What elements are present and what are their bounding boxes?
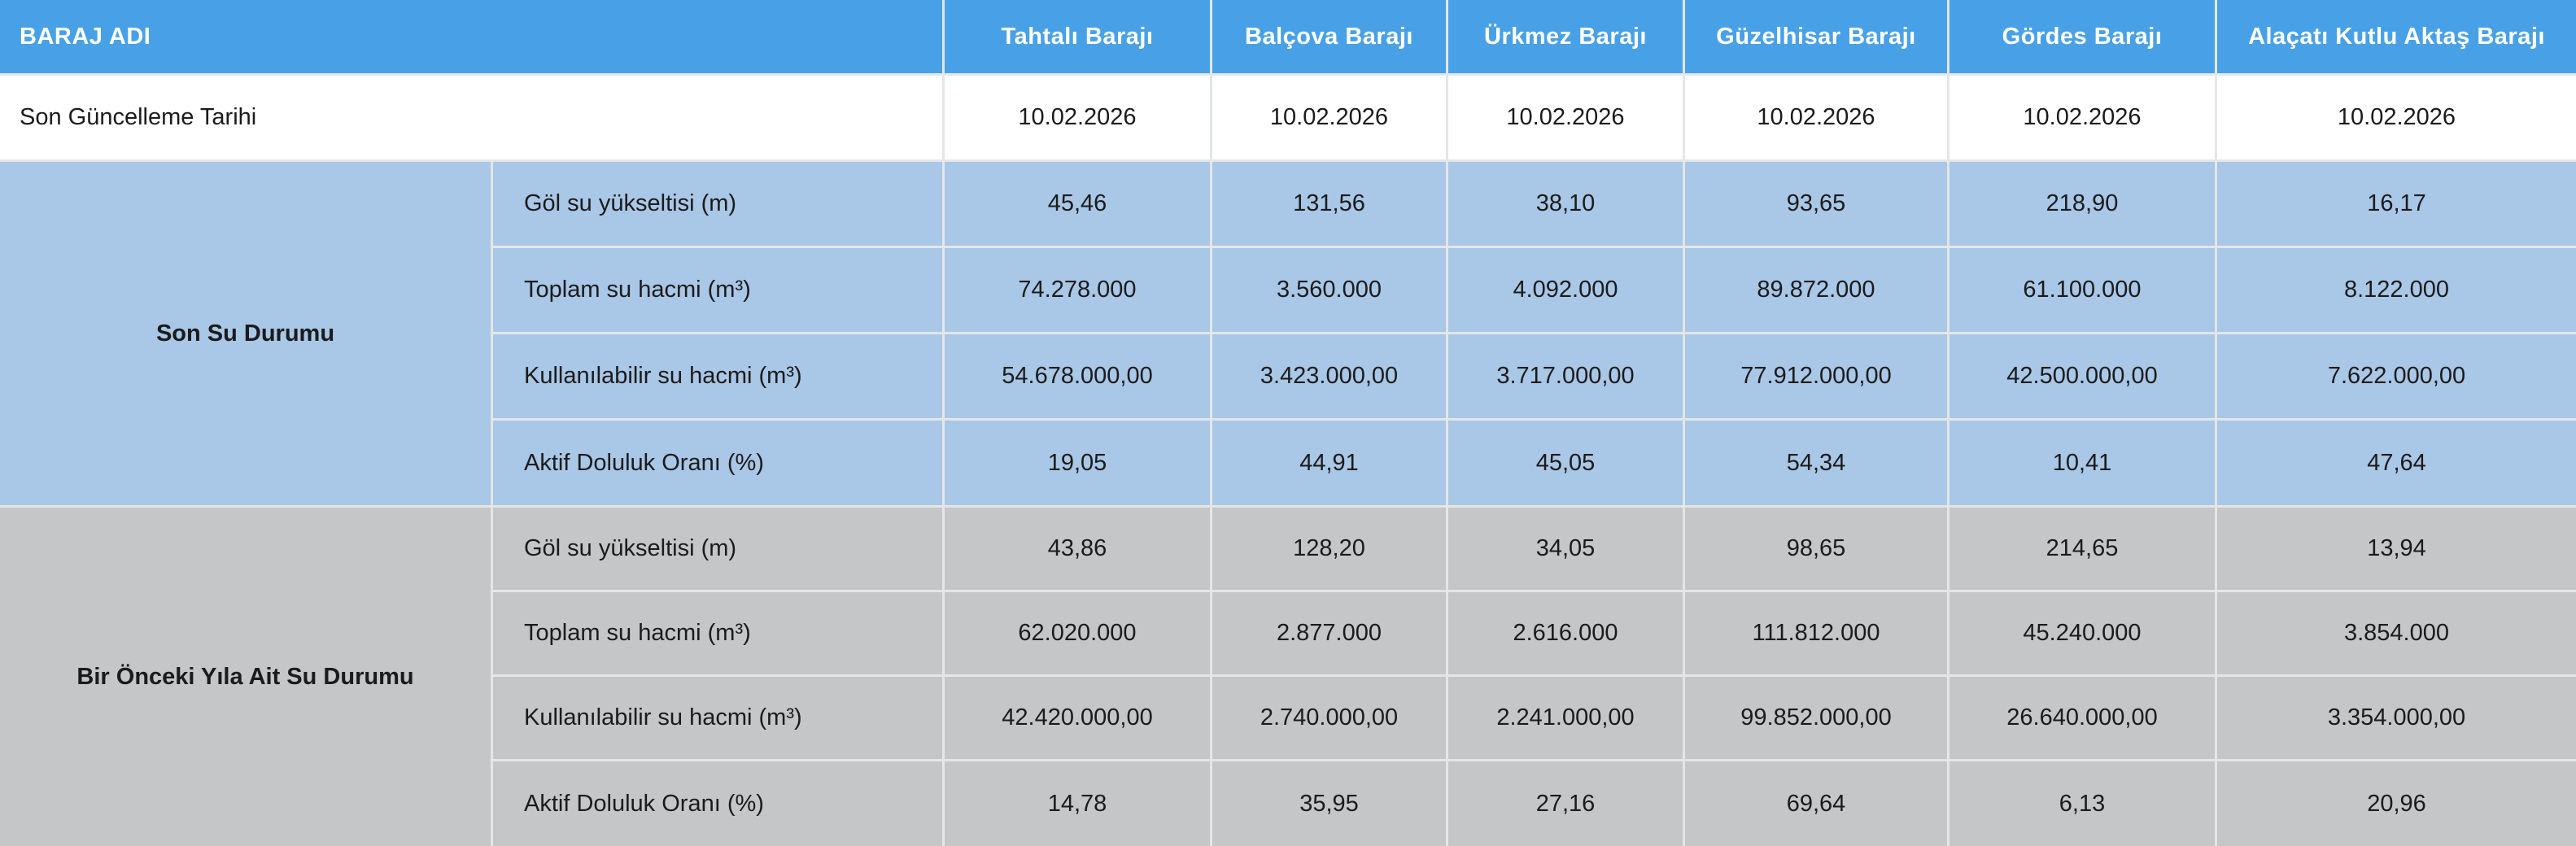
row-label-toplam-su-hacmi: Toplam su hacmi (m³) bbox=[493, 592, 942, 674]
update-date-label: Son Güncelleme Tarihi bbox=[0, 76, 942, 159]
value-cell: 47,64 bbox=[2217, 421, 2576, 505]
value-cell: 45,05 bbox=[1448, 421, 1683, 505]
value-cell: 38,10 bbox=[1448, 162, 1683, 246]
value-cell: 89.872.000 bbox=[1685, 248, 1947, 332]
value-cell: 77.912.000,00 bbox=[1685, 334, 1947, 418]
row-label-aktif-doluluk-orani: Aktif Doluluk Oranı (%) bbox=[493, 421, 942, 505]
value-cell: 42.420.000,00 bbox=[945, 677, 1210, 759]
row-label-aktif-doluluk-orani: Aktif Doluluk Oranı (%) bbox=[493, 761, 942, 846]
value-cell: 2.740.000,00 bbox=[1212, 677, 1446, 759]
row-label-toplam-su-hacmi: Toplam su hacmi (m³) bbox=[493, 248, 942, 332]
value-cell: 3.560.000 bbox=[1212, 248, 1446, 332]
value-cell: 42.500.000,00 bbox=[1949, 334, 2215, 418]
update-date-value: 10.02.2026 bbox=[1212, 76, 1446, 159]
value-cell: 43,86 bbox=[945, 508, 1210, 590]
value-cell: 45,46 bbox=[945, 162, 1210, 246]
value-cell: 16,17 bbox=[2217, 162, 2576, 246]
header-dam-urkmez: Ürkmez Barajı bbox=[1448, 0, 1683, 73]
value-cell: 54,34 bbox=[1685, 421, 1947, 505]
update-date-value: 10.02.2026 bbox=[2217, 76, 2576, 159]
value-cell: 44,91 bbox=[1212, 421, 1446, 505]
header-dam-gordes: Gördes Barajı bbox=[1949, 0, 2215, 73]
value-cell: 7.622.000,00 bbox=[2217, 334, 2576, 418]
value-cell: 2.241.000,00 bbox=[1448, 677, 1683, 759]
value-cell: 3.423.000,00 bbox=[1212, 334, 1446, 418]
value-cell: 10,41 bbox=[1949, 421, 2215, 505]
value-cell: 35,95 bbox=[1212, 761, 1446, 846]
row-label-kullanilabilir-su-hacmi: Kullanılabilir su hacmi (m³) bbox=[493, 677, 942, 759]
value-cell: 45.240.000 bbox=[1949, 592, 2215, 674]
value-cell: 99.852.000,00 bbox=[1685, 677, 1947, 759]
value-cell: 14,78 bbox=[945, 761, 1210, 846]
value-cell: 93,65 bbox=[1685, 162, 1947, 246]
header-dam-alacati: Alaçatı Kutlu Aktaş Barajı bbox=[2217, 0, 2576, 73]
header-dam-guzelhisar: Güzelhisar Barajı bbox=[1685, 0, 1947, 73]
update-date-value: 10.02.2026 bbox=[1448, 76, 1683, 159]
value-cell: 6,13 bbox=[1949, 761, 2215, 846]
value-cell: 69,64 bbox=[1685, 761, 1947, 846]
value-cell: 3.354.000,00 bbox=[2217, 677, 2576, 759]
value-cell: 74.278.000 bbox=[945, 248, 1210, 332]
value-cell: 111.812.000 bbox=[1685, 592, 1947, 674]
value-cell: 98,65 bbox=[1685, 508, 1947, 590]
value-cell: 2.877.000 bbox=[1212, 592, 1446, 674]
row-label-gol-su-yukseltisi: Göl su yükseltisi (m) bbox=[493, 508, 942, 590]
section-title-son-su-durumu: Son Su Durumu bbox=[0, 162, 491, 505]
value-cell: 3.717.000,00 bbox=[1448, 334, 1683, 418]
value-cell: 13,94 bbox=[2217, 508, 2576, 590]
header-baraj-adi: BARAJ ADI bbox=[0, 0, 942, 73]
value-cell: 218,90 bbox=[1949, 162, 2215, 246]
value-cell: 62.020.000 bbox=[945, 592, 1210, 674]
row-label-gol-su-yukseltisi: Göl su yükseltisi (m) bbox=[493, 162, 942, 246]
update-date-value: 10.02.2026 bbox=[945, 76, 1210, 159]
value-cell: 3.854.000 bbox=[2217, 592, 2576, 674]
value-cell: 20,96 bbox=[2217, 761, 2576, 846]
value-cell: 26.640.000,00 bbox=[1949, 677, 2215, 759]
value-cell: 2.616.000 bbox=[1448, 592, 1683, 674]
value-cell: 214,65 bbox=[1949, 508, 2215, 590]
row-label-kullanilabilir-su-hacmi: Kullanılabilir su hacmi (m³) bbox=[493, 334, 942, 418]
value-cell: 128,20 bbox=[1212, 508, 1446, 590]
value-cell: 34,05 bbox=[1448, 508, 1683, 590]
value-cell: 4.092.000 bbox=[1448, 248, 1683, 332]
value-cell: 54.678.000,00 bbox=[945, 334, 1210, 418]
section-title-onceki-yil-su-durumu: Bir Önceki Yıla Ait Su Durumu bbox=[0, 508, 491, 846]
update-date-value: 10.02.2026 bbox=[1949, 76, 2215, 159]
header-dam-balcova: Balçova Barajı bbox=[1212, 0, 1446, 73]
value-cell: 27,16 bbox=[1448, 761, 1683, 846]
value-cell: 131,56 bbox=[1212, 162, 1446, 246]
value-cell: 61.100.000 bbox=[1949, 248, 2215, 332]
value-cell: 19,05 bbox=[945, 421, 1210, 505]
header-dam-tahtali: Tahtalı Barajı bbox=[945, 0, 1210, 73]
value-cell: 8.122.000 bbox=[2217, 248, 2576, 332]
update-date-value: 10.02.2026 bbox=[1685, 76, 1947, 159]
